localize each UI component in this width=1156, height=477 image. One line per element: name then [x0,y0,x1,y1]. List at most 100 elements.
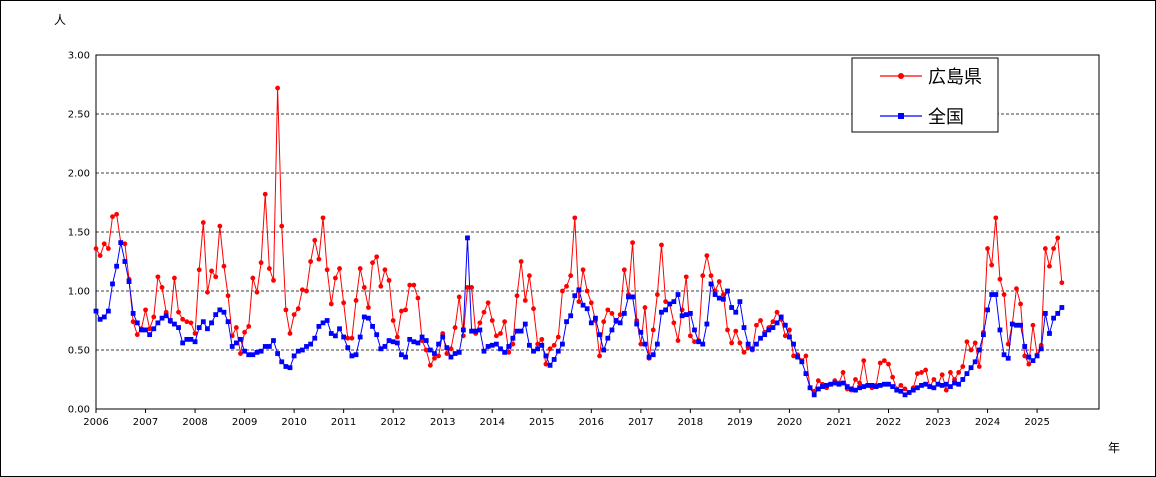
x-tick-label: 2008 [182,417,207,428]
data-point [700,341,706,347]
data-point [477,320,483,326]
data-point [621,311,627,316]
data-point [968,365,974,371]
data-point [902,392,908,398]
data-point [370,324,375,329]
data-point [217,223,223,229]
data-point [531,306,536,312]
data-point [663,307,669,313]
data-point [1005,355,1011,361]
data-point [526,273,532,279]
data-point [960,364,966,369]
data-point [139,327,144,333]
data-point [543,361,549,367]
data-point [601,347,607,353]
data-point [172,321,177,327]
data-point [919,370,924,375]
data-point [1014,286,1019,292]
data-point [287,331,293,336]
data-point [617,312,623,317]
data-point [299,347,305,353]
data-point [266,266,272,271]
data-point [258,348,264,354]
data-point [469,328,475,334]
data-point [407,336,413,342]
legend-marker [898,113,904,119]
data-point [188,320,194,326]
data-point [923,381,929,387]
x-tick-label: 2023 [925,417,950,428]
data-point [605,335,611,341]
data-point [741,349,747,355]
data-point [283,364,289,369]
data-point [989,262,995,268]
data-point [122,241,128,247]
data-point [283,307,289,313]
data-point [976,364,982,369]
data-point [716,279,722,284]
data-point [163,313,169,319]
data-point [1014,322,1019,328]
data-point [324,267,330,273]
data-point [345,335,351,341]
legend-entry: 広島県 [880,67,982,88]
data-point [279,223,285,229]
data-point [295,348,301,354]
data-point [349,335,355,341]
series-line [95,88,1063,394]
data-point [399,352,404,358]
data-point [134,320,140,326]
data-point [423,347,429,353]
data-point [188,336,194,342]
data-point [233,340,239,346]
legend-label: 広島県 [928,67,982,88]
data-point [184,319,190,325]
data-point [155,320,161,326]
data-point [836,381,842,387]
data-point [564,319,569,325]
data-point [250,275,256,281]
data-point [97,316,103,322]
data-point [914,385,920,391]
data-point [477,327,483,333]
y-tick-label: 0.50 [68,346,90,357]
x-axis-unit-label: 年 [1108,441,1120,455]
data-point [378,346,384,352]
data-point [993,215,999,221]
data-point [229,344,235,349]
data-point [547,362,553,368]
data-point [489,342,495,348]
data-point [791,341,796,347]
data-point [654,292,660,297]
data-point [539,342,545,348]
data-point [861,358,867,364]
data-point [886,381,891,387]
data-point [254,349,260,355]
data-point [419,334,425,340]
data-point [271,277,276,283]
data-point [147,332,153,338]
x-tick-label: 2019 [727,417,752,428]
data-point [948,384,953,389]
data-point [539,336,545,342]
data-point [1051,246,1056,251]
data-point [968,347,974,353]
data-point [597,353,602,359]
data-point [1018,301,1023,307]
data-point [1047,263,1052,269]
data-point [754,341,759,347]
data-point [386,338,392,343]
data-point [543,353,549,359]
data-point [275,85,281,91]
data-point [555,348,561,354]
data-point [366,315,371,321]
data-point [126,279,132,284]
legend-label: 全国 [928,107,964,128]
data-point [448,346,454,352]
data-point [725,327,730,333]
data-point [196,267,202,273]
data-point [411,339,417,345]
data-point [436,353,441,359]
data-point [886,361,891,367]
data-point [890,374,896,380]
